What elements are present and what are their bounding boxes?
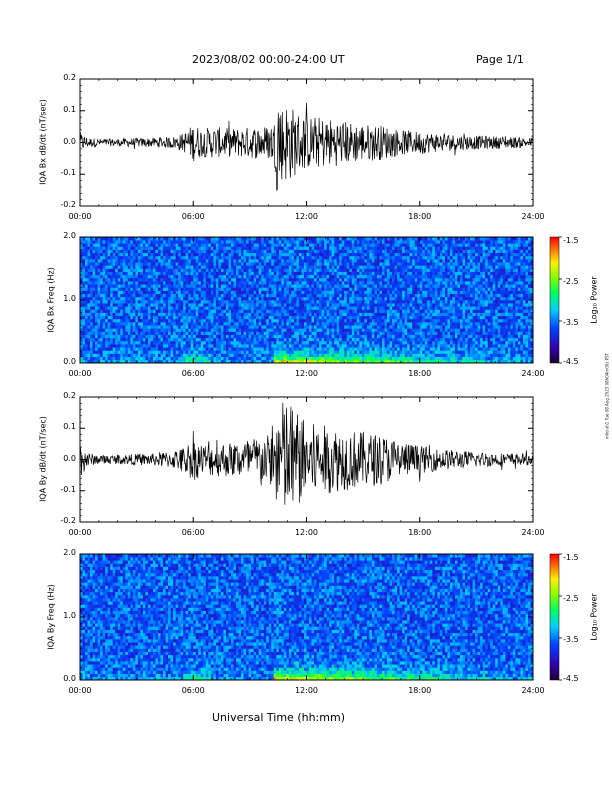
x-tick-label: 24:00 (521, 212, 545, 221)
y-axis-label-3: IQA By dB/dt (nT/sec) (38, 416, 48, 502)
spectrogram-2 (80, 237, 534, 364)
x-tick-label: 24:00 (521, 528, 545, 537)
y-tick-label: 0.0 (63, 453, 76, 463)
y-tick-label: 0.2 (63, 391, 76, 400)
y-tick-label: 0.0 (63, 136, 76, 146)
y-tick-label: 0.1 (63, 422, 76, 432)
x-tick-label: 12:00 (294, 528, 319, 537)
colorbar-label: Log₁₀ Power (589, 593, 599, 641)
y-tick-label: 0.0 (63, 357, 76, 366)
x-tick-label: 06:00 (181, 686, 205, 695)
panel-1 (79, 78, 534, 207)
spectrogram-4 (80, 554, 534, 681)
y-tick-label: -0.2 (60, 200, 76, 209)
x-tick-label: 12:00 (294, 686, 319, 695)
x-axis-title: Universal Time (hh:mm) (212, 711, 345, 724)
x-tick-label: 06:00 (181, 212, 205, 221)
colorbar-label: Log₁₀ Power (589, 276, 599, 324)
plot-title: 2023/08/02 00:00-24:00 UT (192, 53, 345, 66)
y-tick-label: -0.1 (60, 484, 76, 494)
colorbar-1 (549, 236, 560, 364)
panel-2 (79, 236, 534, 364)
series-line-3 (79, 402, 534, 505)
y-axis-label-2: IQA Bx Freq (Hz) (46, 267, 56, 333)
x-tick-label: 00:00 (68, 369, 92, 378)
x-tick-label: 00:00 (68, 212, 92, 221)
x-tick-label: 06:00 (181, 369, 205, 378)
colorbar-tick: -3.5 (563, 318, 579, 327)
y-tick-label: 0.1 (63, 104, 76, 114)
panel-4 (79, 553, 534, 681)
colorbar-2 (549, 553, 560, 681)
x-tick-label: 24:00 (521, 369, 545, 378)
y-tick-label: 1.0 (63, 611, 76, 620)
y-tick-label: -0.1 (60, 168, 76, 178)
colorbar-tick: -4.5 (563, 674, 579, 683)
y-tick-label: 2.0 (63, 231, 76, 240)
side-note: mkd-sh1 Tue 08 Aug 2023 08h04m00s PST (604, 352, 610, 440)
colorbar-tick: -1.5 (563, 553, 579, 562)
x-tick-label: 18:00 (408, 212, 432, 221)
x-tick-label: 06:00 (181, 528, 205, 537)
y-axis-label-1: IQA Bx dB/dt (nT/sec) (38, 99, 48, 185)
y-tick-label: 0.2 (63, 73, 76, 82)
panel-3 (79, 396, 534, 523)
x-tick-label: 12:00 (294, 212, 319, 221)
x-tick-label: 00:00 (68, 686, 92, 695)
series-line-1 (79, 102, 534, 191)
colorbar-tick: -1.5 (563, 236, 579, 245)
x-tick-label: 18:00 (408, 369, 432, 378)
y-axis-label-4: IQA By Freq (Hz) (46, 584, 56, 650)
colorbar-tick: -4.5 (563, 357, 579, 366)
x-tick-label: 12:00 (294, 369, 319, 378)
y-tick-label: 2.0 (63, 548, 76, 557)
y-tick-label: 0.0 (63, 674, 76, 683)
x-tick-label: 00:00 (68, 528, 92, 537)
y-tick-label: -0.2 (60, 516, 76, 525)
page-number: Page 1/1 (476, 53, 524, 66)
colorbar-tick: -3.5 (563, 635, 579, 644)
colorbar-tick: -2.5 (563, 594, 579, 603)
y-tick-label: 1.0 (63, 294, 76, 303)
x-tick-label: 18:00 (408, 686, 432, 695)
colorbar-tick: -2.5 (563, 277, 579, 286)
x-tick-label: 24:00 (521, 686, 545, 695)
x-tick-label: 18:00 (408, 528, 432, 537)
